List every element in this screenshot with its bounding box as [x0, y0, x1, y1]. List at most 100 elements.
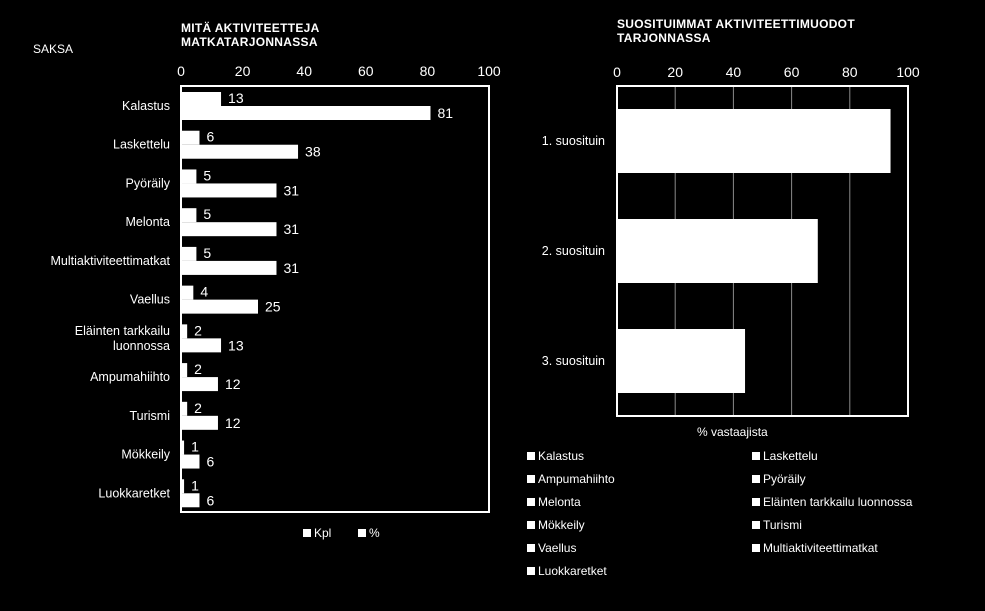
bar-percent [181, 493, 200, 508]
data-label-percent: 31 [283, 260, 299, 276]
right-legend-label: Vaellus [538, 541, 577, 555]
left-category-label: luonnossa [113, 339, 170, 353]
right-legend-label: Mökkeily [538, 518, 585, 532]
bar-kpl [181, 363, 188, 378]
left-category-label: Luokkaretket [98, 486, 170, 500]
data-label-percent: 13 [228, 337, 244, 353]
left-chart-title: MITÄ AKTIVITEETTEJA MATKATARJONNASSA [181, 21, 320, 49]
bar-kpl [181, 440, 185, 455]
legend-label-percent: % [369, 526, 380, 540]
data-label-percent: 6 [206, 492, 214, 508]
right-legend-item: Pyöräily [752, 472, 806, 486]
bar-percent [181, 338, 222, 353]
bar-percent [181, 222, 277, 237]
legend-item-kpl: Kpl [303, 526, 331, 540]
left-category-label: Turismi [129, 409, 170, 423]
bar-kpl [181, 324, 188, 339]
data-label-percent: 6 [206, 454, 214, 470]
right-legend-swatch [527, 475, 535, 483]
right-chart: 0 20 40 60 80 100 1. suosituin 2. suosituin 3. s… [542, 64, 920, 417]
bar-percent [181, 260, 277, 275]
right-bar [617, 109, 891, 173]
left-category-label: Pyöräily [126, 176, 171, 190]
bar-percent [181, 106, 431, 120]
right-x-tick-label: 20 [667, 64, 683, 80]
right-category-label: 1. suosituin [542, 134, 605, 148]
right-chart-title: SUOSITUIMMAT AKTIVITEETTIMUODOT TARJONNA… [617, 17, 855, 45]
right-x-tick-label: 0 [613, 64, 621, 80]
bar-percent [181, 299, 258, 314]
data-label-kpl: 5 [203, 206, 211, 222]
data-label-percent: 12 [225, 415, 241, 431]
right-chart-title-line-1: SUOSITUIMMAT AKTIVITEETTIMUODOT [617, 17, 855, 31]
data-label-kpl: 1 [191, 439, 199, 455]
right-legend-item: Ampumahiihto [527, 472, 615, 486]
right-legend-label: Melonta [538, 495, 581, 509]
right-bar [617, 329, 746, 393]
right-legend-swatch [752, 452, 760, 460]
legend-item-percent: % [358, 526, 380, 540]
right-legend-item: Multiaktiviteettimatkat [752, 541, 878, 555]
right-legend-swatch [752, 521, 760, 529]
left-category-label: Mökkeily [121, 448, 170, 462]
data-label-percent: 25 [265, 299, 281, 315]
right-x-tick-label: 100 [896, 64, 920, 80]
data-label-percent: 38 [305, 144, 321, 160]
data-label-percent: 31 [283, 221, 299, 237]
left-chart-title-line-2: MATKATARJONNASSA [181, 35, 318, 49]
data-label-kpl: 5 [203, 245, 211, 261]
right-legend-swatch [752, 544, 760, 552]
right-chart-title-line-2: TARJONNASSA [617, 31, 711, 45]
bar-kpl [181, 246, 197, 261]
bar-kpl [181, 130, 200, 145]
right-legend-item: Melonta [527, 495, 581, 509]
left-x-tick-label: 20 [235, 63, 251, 79]
right-legend-swatch [527, 498, 535, 506]
bar-kpl [181, 169, 197, 184]
right-legend-item: Vaellus [527, 541, 576, 555]
bar-kpl [181, 92, 222, 106]
right-legend-swatch [752, 498, 760, 506]
right-legend-item: Eläinten tarkkailu luonnossa [752, 495, 912, 509]
data-label-percent: 81 [437, 105, 453, 121]
bar-percent [181, 454, 200, 469]
legend-swatch-kpl [303, 529, 311, 537]
left-category-label: Kalastus [122, 99, 170, 113]
left-x-tick-label: 100 [477, 63, 501, 79]
left-category-label: Vaellus [130, 293, 170, 307]
right-legend-swatch [527, 452, 535, 460]
right-legend-swatch [527, 567, 535, 575]
left-category-label: Multiaktiviteettimatkat [51, 254, 171, 268]
right-x-tick-label: 40 [726, 64, 742, 80]
data-label-kpl: 4 [200, 284, 208, 300]
left-category-label: Laskettelu [113, 138, 170, 152]
right-x-tick-label: 60 [784, 64, 800, 80]
right-bar [617, 219, 818, 283]
right-legend-label: Multiaktiviteettimatkat [763, 541, 878, 555]
data-label-kpl: 2 [194, 400, 202, 416]
bar-percent [181, 377, 218, 392]
left-category-label: Melonta [126, 215, 171, 229]
right-legend-item: Kalastus [527, 449, 584, 463]
data-label-kpl: 5 [203, 167, 211, 183]
right-legend-label: Pyöräily [763, 472, 806, 486]
left-x-tick-label: 40 [296, 63, 312, 79]
right-legend-label: Eläinten tarkkailu luonnossa [763, 495, 913, 509]
right-category-label: 2. suosituin [542, 244, 605, 258]
right-legend-swatch [527, 544, 535, 552]
data-label-kpl: 2 [194, 361, 202, 377]
right-legend-label: Luokkaretket [538, 564, 607, 578]
bar-kpl [181, 401, 188, 416]
right-legend-item: Mökkeily [527, 518, 585, 532]
left-category-label: Eläinten tarkkailu [75, 324, 170, 338]
bar-percent [181, 144, 299, 159]
bar-kpl [181, 285, 194, 300]
right-legend-label: Turismi [763, 518, 802, 532]
right-legend-item: Luokkaretket [527, 564, 607, 578]
left-chart-title-line-1: MITÄ AKTIVITEETTEJA [181, 21, 320, 35]
right-legend-swatch [752, 475, 760, 483]
data-label-kpl: 13 [228, 90, 244, 106]
left-x-tick-label: 0 [177, 63, 185, 79]
right-legend-label: Laskettelu [763, 449, 818, 463]
bar-percent [181, 183, 277, 198]
